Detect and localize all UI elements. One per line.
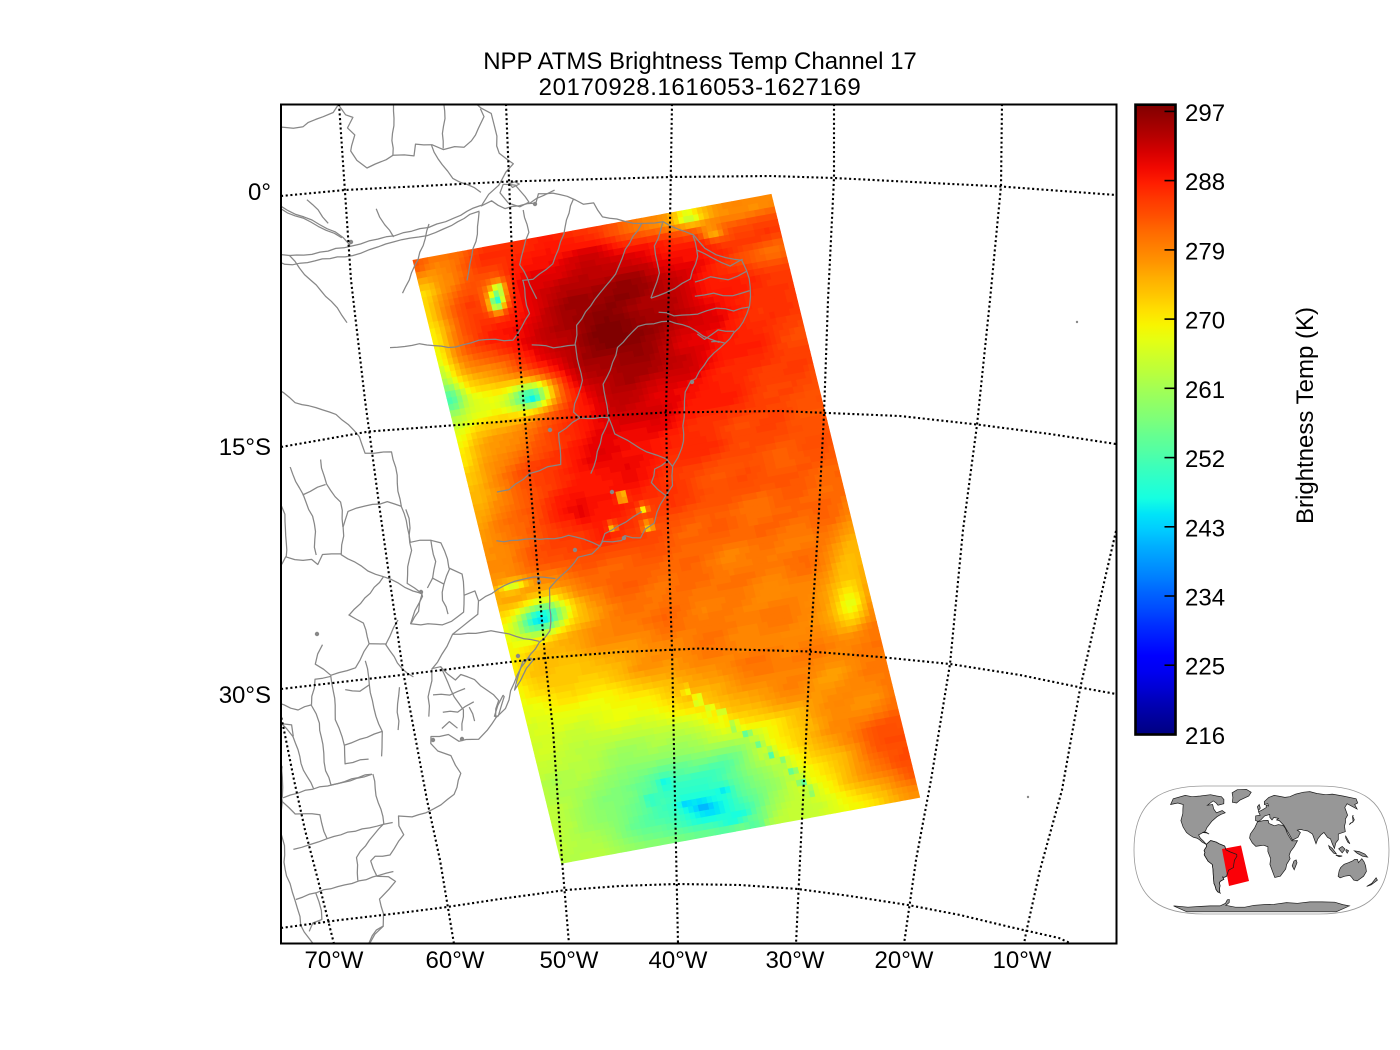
svg-text:Brightness Temp (K): Brightness Temp (K) [1292, 307, 1319, 524]
svg-text:30°S: 30°S [219, 682, 271, 709]
svg-text:20170928.1616053-1627169: 20170928.1616053-1627169 [539, 74, 862, 101]
svg-text:50°W: 50°W [540, 947, 599, 974]
svg-text:270: 270 [1185, 308, 1225, 335]
svg-text:60°W: 60°W [426, 947, 485, 974]
svg-text:70°W: 70°W [305, 947, 364, 974]
svg-text:NPP ATMS Brightness Temp Chann: NPP ATMS Brightness Temp Channel 17 [483, 48, 917, 75]
svg-text:297: 297 [1185, 100, 1225, 127]
svg-text:234: 234 [1185, 585, 1225, 612]
svg-text:10°W: 10°W [993, 947, 1052, 974]
svg-text:40°W: 40°W [649, 947, 708, 974]
svg-text:216: 216 [1185, 723, 1225, 750]
svg-text:261: 261 [1185, 377, 1225, 404]
svg-text:252: 252 [1185, 446, 1225, 473]
svg-text:30°W: 30°W [766, 947, 825, 974]
svg-text:20°W: 20°W [875, 947, 934, 974]
svg-text:288: 288 [1185, 169, 1225, 196]
svg-text:243: 243 [1185, 515, 1225, 542]
svg-text:279: 279 [1185, 238, 1225, 265]
svg-text:0°: 0° [248, 179, 271, 206]
svg-text:15°S: 15°S [219, 434, 271, 461]
svg-text:225: 225 [1185, 654, 1225, 681]
